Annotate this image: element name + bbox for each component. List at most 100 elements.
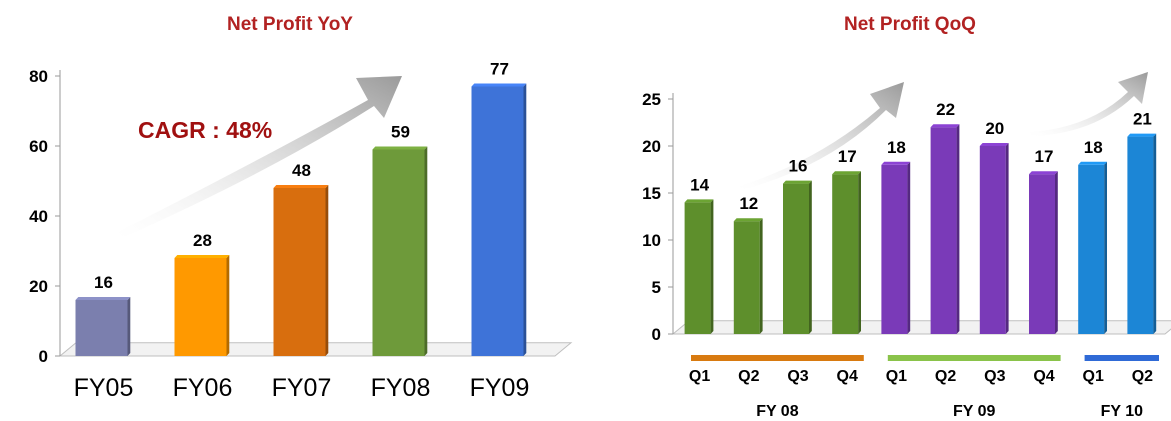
yoy-chart: 0 20 40 60 80 16 FY05 28 FY06 48 FY07 59 FY08 77 FY09 C… [29,60,573,402]
qoq-bar [881,164,908,334]
qoq-value-label: 17 [1035,147,1054,166]
qoq-category-label: Q1 [689,368,710,385]
yoy-tick-label: 20 [29,277,48,296]
yoy-bar-side [523,83,527,356]
qoq-category-label: Q3 [984,368,1005,385]
qoq-value-label: 21 [1133,110,1152,129]
qoq-category-label: Q3 [787,368,808,385]
group-label: FY 08 [756,403,799,420]
group-bar [887,355,1061,361]
qoq-bar-top [733,218,763,222]
qoq-bar-side [1005,143,1009,334]
qoq-value-label: 20 [985,119,1004,138]
qoq-bar-side [759,218,763,334]
qoq-bar-top [979,143,1009,146]
yoy-bar-side [325,185,329,356]
qoq-category-label: Q4 [1033,368,1054,385]
qoq-category-label: Q2 [935,368,956,385]
qoq-bar-top [684,199,714,203]
chart-title-qoq: Net Profit QoQ [844,14,976,35]
qoq-value-label: 12 [739,194,758,213]
qoq-bar-side [809,180,812,334]
qoq-bar-top [930,124,960,128]
yoy-value-label: 16 [94,273,113,292]
yoy-bar-top [471,83,527,87]
qoq-bar-top [1127,133,1157,137]
qoq-bar [1029,174,1055,334]
yoy-bar [471,86,524,356]
group-label: FY 10 [1101,403,1144,420]
qoq-value-label: 17 [838,147,857,166]
qoq-value-label: 18 [887,138,906,157]
yoy-bar-side [226,255,230,356]
yoy-value-label: 28 [193,231,212,250]
qoq-bar [684,202,711,334]
yoy-tick-label: 40 [29,207,48,226]
yoy-value-label: 48 [292,161,311,180]
qoq-bar [1078,164,1105,334]
qoq-bar-side [1104,161,1107,334]
qoq-value-label: 16 [789,157,808,176]
yoy-category-label: FY05 [74,374,134,402]
yoy-tick-label: 60 [29,137,48,156]
qoq-bar-top [832,171,861,175]
yoy-bar-side [127,297,131,356]
qoq-bar-side [956,124,960,334]
yoy-bar-top [372,146,428,150]
qoq-category-label: Q1 [886,368,907,385]
chart-title-yoy: Net Profit YoY [227,14,353,35]
cagr-annotation: CAGR : 48% [138,117,272,143]
qoq-chart: 0 5 10 15 20 25 14 Q1 12 Q2 16 Q3 17 Q4 18 Q1 22 Q2 20 Q3 17… [642,72,1171,420]
qoq-bar-top [783,180,812,184]
yoy-tick-label: 0 [39,347,48,366]
qoq-tick-label: 0 [652,325,661,344]
qoq-bar-side [858,171,861,334]
yoy-bar-top [273,185,329,188]
yoy-bar [372,149,425,356]
qoq-bar-side [710,199,714,334]
qoq-bar-side [907,161,911,334]
yoy-category-label: FY09 [470,374,530,402]
qoq-bar-top [1029,171,1058,175]
qoq-bar [783,183,809,334]
yoy-value-label: 59 [391,123,410,142]
qoq-bar-top [1078,161,1107,165]
qoq-tick-label: 10 [642,231,661,250]
group-bar [691,355,864,361]
yoy-bar-top [174,255,230,258]
qoq-category-label: Q1 [1083,368,1104,385]
growth-arrow [118,76,402,238]
qoq-bar [733,221,760,334]
yoy-bar [75,300,128,356]
qoq-category-label: Q2 [738,368,759,385]
qoq-bar [1127,136,1154,334]
yoy-value-label: 77 [490,60,509,79]
qoq-bar-top [881,161,911,165]
qoq-value-label: 14 [690,175,709,194]
qoq-value-label: 22 [936,100,955,119]
yoy-tick-label: 80 [29,67,48,86]
qoq-category-label: Q4 [837,368,858,385]
qoq-tick-label: 5 [652,278,661,297]
qoq-tick-label: 25 [642,90,661,109]
qoq-bar [979,146,1006,334]
yoy-category-label: FY08 [371,374,431,402]
group-bar [1084,355,1159,361]
qoq-bar-side [1055,171,1058,334]
qoq-tick-label: 15 [642,184,661,203]
qoq-tick-label: 20 [642,137,661,156]
qoq-bar-side [1153,133,1157,334]
yoy-bar [273,188,326,356]
qoq-bar [832,174,859,334]
growth-arrow-fy10 [1030,72,1148,136]
qoq-category-label: Q2 [1132,368,1153,385]
group-label: FY 09 [953,403,996,420]
yoy-category-label: FY07 [272,374,332,402]
qoq-bar [930,127,957,334]
growth-arrow-fy08-09 [740,82,904,190]
yoy-category-label: FY06 [173,374,233,402]
yoy-bar-side [424,146,428,356]
yoy-bar [174,258,227,356]
yoy-bar-top [75,297,131,300]
